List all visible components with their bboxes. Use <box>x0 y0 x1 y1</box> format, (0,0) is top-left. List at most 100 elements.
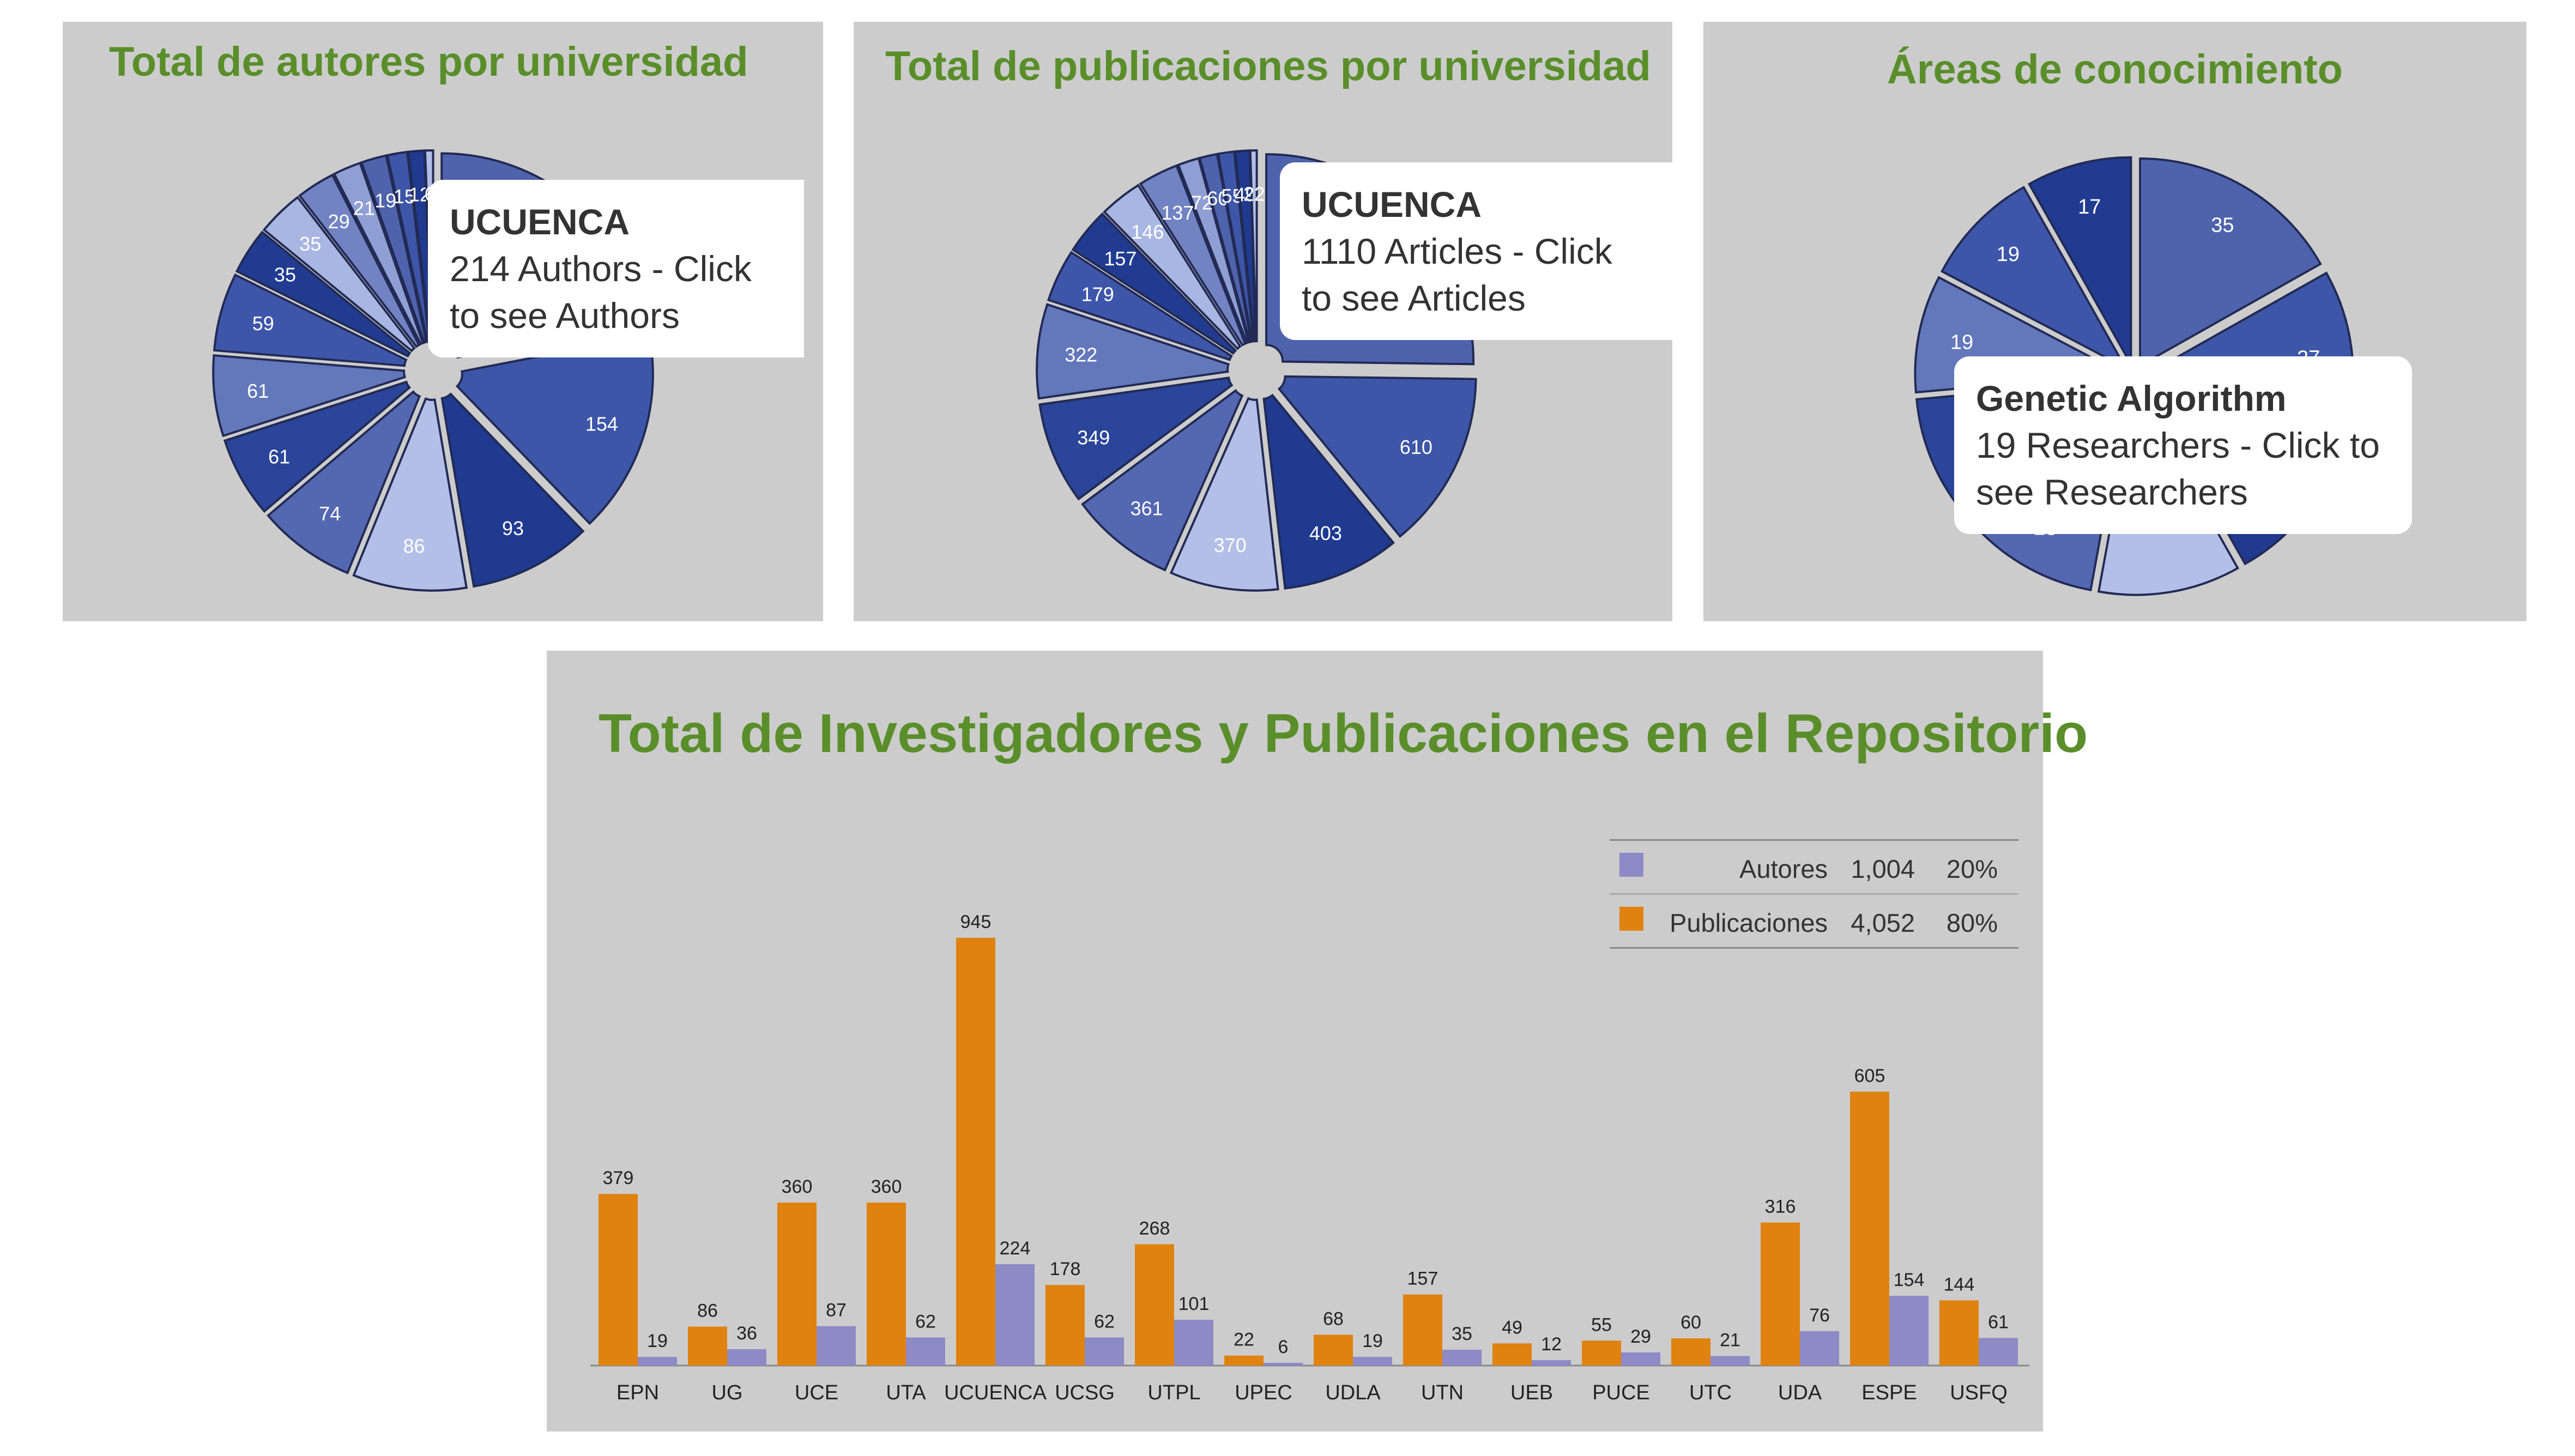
tooltip-text[interactable]: 214 Authors - Click to see Authors <box>450 248 752 336</box>
bar-autores[interactable] <box>1085 1337 1124 1366</box>
bar-autores[interactable] <box>906 1337 945 1366</box>
knowledge-areas-pie-title: Áreas de conocimiento <box>1887 46 2343 93</box>
slice-value-label: 93 <box>502 517 524 539</box>
slice-value-label: 59 <box>252 312 274 335</box>
pie-slice[interactable] <box>1047 251 1233 361</box>
bar-value-label: 12 <box>1541 1334 1562 1355</box>
bar-value-label: 62 <box>915 1311 936 1332</box>
slice-value-label: 154 <box>585 412 618 435</box>
category-tick-label: UDLA <box>1325 1381 1381 1404</box>
pie-slice[interactable] <box>1249 149 1258 343</box>
tooltip-heading: UCUENCA <box>1302 184 1482 225</box>
bar-publicaciones[interactable] <box>1850 1091 1889 1366</box>
pie-slice[interactable] <box>1038 377 1234 501</box>
bar-publicaciones[interactable] <box>956 938 995 1366</box>
pie-slice[interactable] <box>212 354 407 438</box>
pie-slice[interactable] <box>1169 397 1279 592</box>
legend-name: Publicaciones <box>1669 908 1828 937</box>
bar-publicaciones[interactable] <box>867 1202 906 1366</box>
slice-value-label: 137 <box>1161 202 1194 224</box>
bar-publicaciones[interactable] <box>1761 1222 1800 1366</box>
bar-publicaciones[interactable] <box>1224 1355 1264 1366</box>
pie-slice[interactable] <box>1036 303 1230 400</box>
legend-percent: 80% <box>1946 908 1998 937</box>
publications-pie-title: Total de publicaciones por universidad <box>885 43 1651 89</box>
category-tick-label: UPEC <box>1235 1381 1292 1404</box>
bar-autores[interactable] <box>638 1357 677 1366</box>
pie-slice[interactable] <box>455 334 654 525</box>
category-tick-label: USFQ <box>1950 1381 2008 1404</box>
bar-autores[interactable] <box>817 1326 856 1366</box>
publications-pie-tooltip[interactable]: UCUENCA 1110 Articles - Click to see Art… <box>1280 162 1672 340</box>
slice-value-label: 74 <box>319 502 341 525</box>
pie-slice[interactable] <box>2028 156 2132 369</box>
bar-publicaciones[interactable] <box>688 1326 727 1366</box>
pie-slice[interactable] <box>213 273 408 367</box>
pie-slice[interactable] <box>1277 375 1477 538</box>
legend-name: Autores <box>1739 854 1828 883</box>
bar-autores[interactable] <box>1532 1360 1571 1366</box>
slice-value-label: 29 <box>328 210 350 233</box>
pie-slice[interactable] <box>262 196 416 353</box>
bar-autores[interactable] <box>1710 1356 1750 1366</box>
bar-publicaciones[interactable] <box>777 1202 817 1366</box>
bar-publicaciones[interactable] <box>1135 1244 1174 1366</box>
pie-slice[interactable] <box>1941 185 2129 371</box>
repository-bar-chart[interactable]: 379 19 EPN 86 36 UG 360 87 UCE 360 62 UTA 945 224 UCUE… <box>547 651 2043 1431</box>
bar-autores[interactable] <box>1800 1331 1839 1366</box>
publications-pie-panel: Total de publicaciones por universidad 6… <box>854 22 1672 621</box>
bar-autores[interactable] <box>1889 1296 1929 1366</box>
slice-value-label: 370 <box>1214 534 1247 556</box>
category-tick-label: UCE <box>795 1381 838 1404</box>
bar-publicaciones[interactable] <box>1582 1340 1621 1366</box>
bar-value-label: 154 <box>1894 1270 1925 1290</box>
pie-slice[interactable] <box>298 173 421 348</box>
bar-autores[interactable] <box>1174 1320 1213 1366</box>
pie-slice[interactable] <box>267 390 421 574</box>
bar-autores[interactable] <box>1442 1349 1482 1366</box>
tooltip-text[interactable]: 1110 Articles - Click to see Articles <box>1302 231 1612 318</box>
authors-pie-tooltip[interactable]: UCUENCA 214 Authors - Click to see Autho… <box>428 180 804 357</box>
pie-slice[interactable] <box>360 154 428 344</box>
bar-value-label: 55 <box>1591 1314 1612 1335</box>
bar-publicaciones[interactable] <box>1403 1294 1442 1366</box>
bar-publicaciones[interactable] <box>1045 1285 1085 1366</box>
bar-autores[interactable] <box>995 1264 1035 1366</box>
pie-slice[interactable] <box>1177 157 1250 344</box>
pie-slice[interactable] <box>440 392 585 588</box>
legend-row-publicaciones[interactable]: Publicaciones 4,052 80% <box>1610 893 2018 947</box>
bar-publicaciones[interactable] <box>1939 1300 1979 1366</box>
tooltip-text[interactable]: 19 Researchers - Click to see Researcher… <box>1976 425 2380 512</box>
bar-value-label: 360 <box>871 1176 902 1197</box>
bar-publicaciones[interactable] <box>1671 1338 1710 1366</box>
bar-autores[interactable] <box>1621 1352 1660 1366</box>
pie-slice[interactable] <box>1139 164 1247 347</box>
bar-publicaciones[interactable] <box>1314 1334 1353 1366</box>
pie-slice[interactable] <box>235 230 412 358</box>
pie-slice[interactable] <box>2139 157 2322 368</box>
bar-value-label: 86 <box>697 1301 718 1321</box>
bar-legend: Autores 1,004 20% Publicaciones 4,052 80… <box>1610 839 2018 949</box>
bar-value-label: 62 <box>1094 1311 1115 1332</box>
bar-publicaciones[interactable] <box>1492 1343 1532 1366</box>
bar-autores[interactable] <box>727 1349 766 1366</box>
bar-value-label: 945 <box>960 912 992 932</box>
bar-publicaciones[interactable] <box>599 1194 638 1366</box>
authors-pie-chart[interactable]: 154938674616159353529211915126 <box>63 22 823 621</box>
pie-slice[interactable] <box>1103 184 1242 350</box>
bar-value-label: 76 <box>1809 1305 1830 1326</box>
knowledge-areas-tooltip[interactable]: Genetic Algorithm 19 Researchers - Click… <box>1954 356 2412 534</box>
bar-autores[interactable] <box>1979 1338 2018 1366</box>
pie-slice[interactable] <box>1262 393 1395 590</box>
bar-autores[interactable] <box>1264 1363 1303 1366</box>
legend-row-autores[interactable]: Autores 1,004 20% <box>1610 841 2018 893</box>
pie-slice[interactable] <box>1081 389 1244 572</box>
pie-slice[interactable] <box>352 397 468 592</box>
pie-slice[interactable] <box>333 161 425 345</box>
bar-autores[interactable] <box>1353 1357 1392 1366</box>
bar-value-label: 49 <box>1502 1317 1522 1338</box>
pie-slice[interactable] <box>1071 212 1237 355</box>
category-tick-label: UCSG <box>1055 1381 1115 1404</box>
pie-slice[interactable] <box>223 380 412 513</box>
